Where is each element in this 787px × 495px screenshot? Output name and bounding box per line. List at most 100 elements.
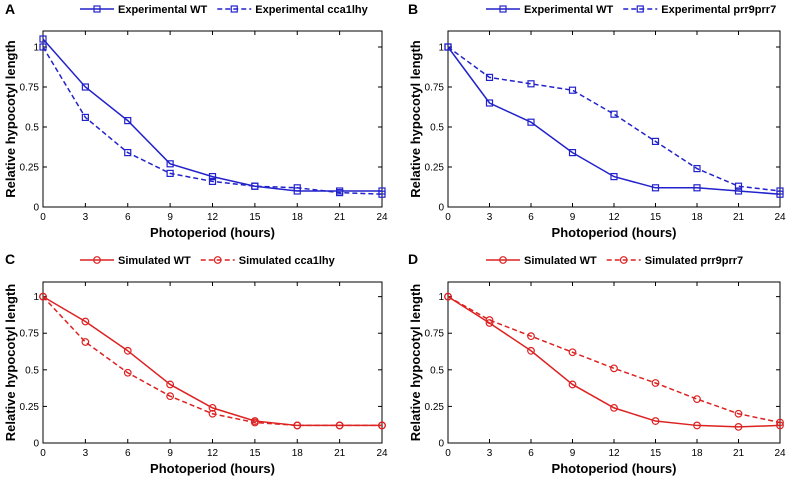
data-point [81, 317, 90, 326]
series-2 [444, 43, 784, 195]
x-tick-label: 15 [249, 212, 261, 223]
x-tick-label: 0 [40, 448, 46, 459]
chart-panel-a: A Experimental WT Experimental cca1lhy 0 3 6 9… [3, 1, 388, 240]
y-axis-label: Relative hypocotyl length [408, 284, 423, 442]
panel-label: C [5, 251, 15, 267]
y-tick-label: 0.75 [425, 83, 445, 94]
series-1 [444, 292, 784, 431]
legend: Simulated WT Simulated prr9prr7 [486, 255, 743, 267]
data-point [123, 368, 132, 377]
data-point [527, 332, 535, 341]
plot-frame [42, 30, 383, 208]
plot-frame [42, 281, 383, 444]
series-1 [39, 35, 386, 195]
x-tick-label: 9 [570, 212, 576, 223]
x-tick-label: 12 [207, 212, 219, 223]
y-tick-label: 0 [438, 203, 444, 214]
data-point [166, 392, 175, 401]
x-tick-label: 3 [487, 212, 493, 223]
data-point [527, 118, 535, 126]
data-point [81, 338, 90, 346]
data-point [124, 116, 132, 125]
y-tick-label: 0.5 [430, 123, 444, 134]
data-point [651, 184, 660, 192]
data-point [250, 418, 259, 427]
y-tick-label: 1 [33, 43, 39, 54]
data-point [693, 421, 701, 430]
x-tick-label: 15 [650, 212, 662, 223]
panel-label: B [408, 1, 418, 17]
data-point [293, 421, 302, 430]
x-tick-label: 3 [83, 212, 89, 223]
x-tick-label: 12 [608, 212, 620, 223]
legend-marker [499, 5, 507, 13]
data-point [335, 421, 344, 430]
legend-entry: Simulated prr9prr7 [645, 255, 743, 267]
series-2 [39, 43, 386, 198]
series-line [42, 38, 382, 192]
x-tick-label: 15 [249, 448, 261, 459]
data-point [568, 149, 577, 157]
data-point [485, 316, 494, 324]
panel-label: D [408, 251, 418, 267]
y-tick-label: 0.5 [430, 365, 444, 376]
legend-entry: Simulated WT [118, 255, 191, 267]
data-point [39, 35, 47, 43]
data-point [124, 149, 132, 157]
data-point [651, 417, 660, 425]
data-point [776, 418, 784, 427]
data-point [485, 319, 494, 327]
data-point [208, 403, 217, 412]
data-point [527, 80, 535, 88]
data-point [81, 113, 89, 122]
x-tick-label: 21 [733, 448, 745, 459]
y-tick-label: 0.75 [20, 83, 40, 94]
x-tick-label: 15 [650, 448, 662, 459]
plot-frame [447, 281, 781, 444]
data-point [208, 177, 217, 185]
y-axis-label: Relative hypocotyl length [3, 40, 18, 198]
y-tick-label: 1 [438, 43, 444, 54]
x-tick-label: 0 [445, 212, 451, 223]
x-tick-label: 3 [83, 448, 89, 459]
data-point [166, 160, 174, 168]
legend-marker [213, 256, 222, 264]
data-point [378, 421, 386, 430]
data-point [651, 137, 660, 145]
data-point [81, 83, 89, 91]
y-axis-label: Relative hypocotyl length [408, 40, 423, 198]
data-point [336, 189, 344, 197]
x-axis-label: Photoperiod (hours) [150, 461, 275, 476]
y-tick-label: 0.25 [20, 163, 40, 174]
x-tick-label: 6 [528, 448, 534, 459]
x-tick-label: 18 [292, 448, 304, 459]
data-point [166, 380, 175, 389]
y-tick-label: 0.5 [25, 365, 39, 376]
data-point [444, 43, 452, 51]
chart-panel-c: C Simulated WT Simulated cca1lhy 0 3 6 9 12 15 18… [3, 251, 388, 476]
y-tick-label: 0.25 [425, 163, 445, 174]
data-point [568, 380, 577, 389]
x-tick-label: 6 [528, 212, 534, 223]
x-tick-label: 24 [376, 212, 388, 223]
chart-panel-b: B Experimental WT Experimental prr9prr7 0 3 6… [408, 1, 786, 240]
x-tick-label: 21 [334, 212, 346, 223]
y-tick-label: 0.75 [425, 329, 445, 340]
x-tick-label: 12 [207, 448, 219, 459]
legend: Experimental WT Experimental cca1lhy [80, 4, 369, 16]
series-line [447, 295, 781, 424]
data-point [444, 292, 452, 301]
plot-frame [447, 30, 781, 208]
series-2 [39, 292, 386, 430]
data-point [485, 99, 494, 107]
legend-marker [499, 256, 507, 264]
x-axis-label: Photoperiod (hours) [552, 225, 677, 240]
y-tick-label: 0 [438, 439, 444, 450]
data-point [610, 364, 618, 373]
legend-entry: Experimental WT [118, 4, 208, 16]
legend-entry: Experimental prr9prr7 [661, 4, 776, 16]
x-tick-label: 3 [487, 448, 493, 459]
data-point [378, 190, 386, 198]
data-point [123, 346, 132, 355]
legend-marker [619, 256, 628, 264]
